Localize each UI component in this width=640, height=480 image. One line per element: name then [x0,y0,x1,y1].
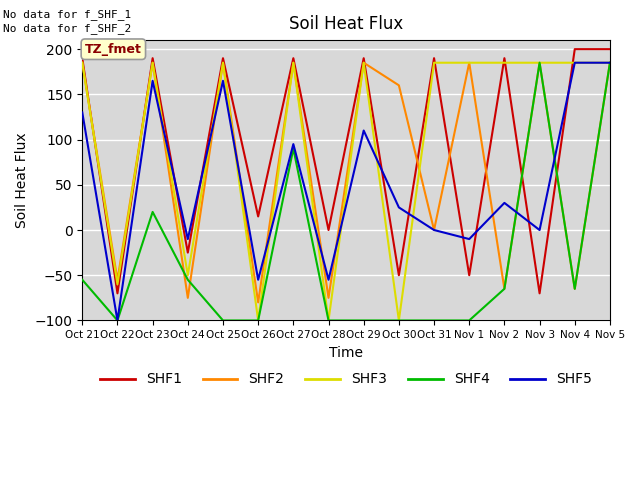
SHF4 [395,318,403,324]
SHF2 [148,60,156,66]
SHF2 [395,83,403,88]
SHF5 [536,227,543,233]
SHF2 [571,286,579,292]
SHF1 [395,272,403,278]
SHF1 [360,55,367,61]
SHF3 [500,60,508,66]
SHF2 [79,60,86,66]
SHF4 [465,318,473,324]
SHF4 [536,60,543,66]
SHF3 [79,60,86,66]
SHF5 [219,78,227,84]
SHF3 [395,318,403,324]
SHF1 [430,55,438,61]
SHF5 [500,200,508,206]
SHF4 [79,277,86,283]
SHF2 [114,277,122,283]
SHF4 [289,146,297,152]
SHF5 [79,109,86,115]
SHF1 [606,46,614,52]
SHF1 [219,55,227,61]
Line: SHF2: SHF2 [83,63,610,302]
SHF1 [500,55,508,61]
SHF5 [289,141,297,147]
SHF3 [606,60,614,66]
SHF4 [114,318,122,324]
Title: Soil Heat Flux: Soil Heat Flux [289,15,403,33]
Line: SHF4: SHF4 [83,63,610,321]
SHF3 [536,60,543,66]
SHF5 [430,227,438,233]
Legend: SHF1, SHF2, SHF3, SHF4, SHF5: SHF1, SHF2, SHF3, SHF4, SHF5 [95,367,598,392]
Line: SHF5: SHF5 [83,63,610,321]
SHF2 [430,227,438,233]
SHF3 [289,60,297,66]
SHF5 [184,236,191,242]
SHF3 [114,281,122,287]
SHF2 [606,60,614,66]
SHF1 [324,227,332,233]
SHF4 [254,318,262,324]
SHF4 [606,60,614,66]
Text: No data for f_SHF_2: No data for f_SHF_2 [3,23,131,34]
SHF4 [571,286,579,292]
SHF2 [184,295,191,301]
SHF4 [324,318,332,324]
SHF1 [254,214,262,219]
SHF3 [219,60,227,66]
SHF2 [465,60,473,66]
Text: No data for f_SHF_1: No data for f_SHF_1 [3,9,131,20]
SHF5 [465,236,473,242]
SHF4 [184,277,191,283]
SHF5 [606,60,614,66]
Y-axis label: Soil Heat Flux: Soil Heat Flux [15,132,29,228]
SHF4 [430,318,438,324]
SHF1 [148,55,156,61]
SHF2 [360,60,367,66]
SHF5 [114,318,122,324]
SHF2 [536,60,543,66]
SHF2 [289,60,297,66]
SHF3 [184,272,191,278]
SHF1 [114,290,122,296]
SHF3 [324,318,332,324]
SHF4 [500,286,508,292]
SHF3 [360,60,367,66]
Text: TZ_fmet: TZ_fmet [85,43,142,56]
SHF1 [79,55,86,61]
Line: SHF3: SHF3 [83,63,610,321]
SHF1 [465,272,473,278]
SHF3 [148,60,156,66]
SHF2 [254,300,262,305]
Line: SHF1: SHF1 [83,49,610,293]
SHF4 [148,209,156,215]
SHF3 [254,318,262,324]
SHF5 [148,78,156,84]
SHF2 [324,295,332,301]
SHF5 [571,60,579,66]
SHF3 [430,60,438,66]
SHF2 [219,60,227,66]
SHF3 [571,60,579,66]
SHF1 [289,55,297,61]
SHF3 [465,60,473,66]
SHF1 [571,46,579,52]
SHF5 [324,277,332,283]
SHF5 [254,277,262,283]
SHF5 [360,128,367,133]
X-axis label: Time: Time [329,346,363,360]
SHF2 [500,286,508,292]
SHF4 [360,318,367,324]
SHF1 [536,290,543,296]
SHF1 [184,250,191,255]
SHF5 [395,204,403,210]
SHF4 [219,318,227,324]
